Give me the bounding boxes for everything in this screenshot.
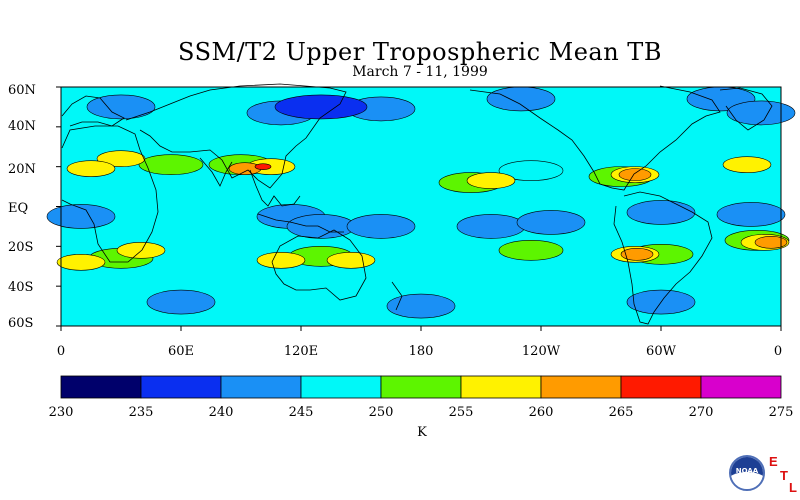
contour-region <box>256 251 306 269</box>
lat-label-60s: 60S <box>8 316 34 331</box>
contour-region <box>754 236 788 249</box>
contour-region <box>386 293 456 319</box>
colorbar-swatch <box>220 375 302 399</box>
contour-region <box>486 86 556 112</box>
colorbar-swatch <box>300 375 382 399</box>
contour-region <box>498 160 564 181</box>
contour-region <box>626 200 696 225</box>
contour-region <box>138 154 204 175</box>
colorbar-tick-265: 265 <box>608 405 634 420</box>
noaa-logo-icon: NOAA <box>729 455 765 491</box>
contour-region <box>146 289 216 315</box>
coastline-india <box>199 157 233 187</box>
coastline-europe <box>61 95 125 127</box>
colorbar-swatch <box>60 375 142 399</box>
lon-label-0: 0 <box>56 344 66 359</box>
contour-region <box>456 214 526 239</box>
contour-region <box>96 150 146 167</box>
etl-letter-e: E <box>769 454 778 469</box>
colorbar-tick-235: 235 <box>128 405 154 420</box>
coastline-asia <box>125 83 347 189</box>
axis-ticks <box>56 86 782 331</box>
contour-region <box>286 214 356 239</box>
noaa-etl-logo: NOAA E T L <box>728 452 798 498</box>
etl-letter-l: L <box>789 480 797 495</box>
contour-region <box>66 160 116 177</box>
coastline-new-zealand <box>391 281 403 311</box>
contour-region <box>466 172 516 189</box>
lat-label-40s: 40S <box>8 280 34 295</box>
contour-region <box>716 202 786 227</box>
coastline-africa <box>61 125 159 263</box>
contour-region <box>722 156 772 173</box>
contour-region <box>726 100 796 126</box>
contour-region <box>498 240 564 261</box>
colorbar <box>60 375 782 399</box>
contour-region <box>516 210 586 235</box>
lat-label-20s: 20S <box>8 240 34 255</box>
contour-region <box>116 242 166 259</box>
contour-region <box>46 204 116 229</box>
colorbar-units: K <box>417 425 427 440</box>
noaa-logo-text: NOAA <box>735 467 759 475</box>
contour-region <box>618 168 652 181</box>
lon-label-180: 180 <box>408 344 434 359</box>
temperature-field <box>46 86 796 326</box>
colorbar-swatch <box>380 375 462 399</box>
coastline-southeast-asia <box>249 169 301 207</box>
lon-label-120e: 120E <box>283 344 319 359</box>
lon-label-0-end: 0 <box>773 344 783 359</box>
colorbar-tick-270: 270 <box>688 405 714 420</box>
lon-label-60e: 60E <box>167 344 195 359</box>
coastline-greenland <box>719 87 773 131</box>
colorbar-swatch <box>140 375 222 399</box>
colorbar-swatch <box>620 375 702 399</box>
lat-label-20n: 20N <box>8 162 36 177</box>
coastline-south-america <box>613 191 713 325</box>
lat-label-40n: 40N <box>8 119 36 134</box>
chart-title: SSM/T2 Upper Tropospheric Mean TB <box>178 38 662 66</box>
colorbar-swatch <box>700 375 782 399</box>
contour-region <box>346 214 416 239</box>
colorbar-tick-260: 260 <box>528 405 554 420</box>
contour-region <box>620 248 654 261</box>
colorbar-tick-245: 245 <box>288 405 314 420</box>
lon-label-120w: 120W <box>521 344 561 359</box>
coastline-australia <box>271 229 367 301</box>
etl-letter-t: T <box>780 468 788 483</box>
coastlines <box>61 83 773 325</box>
colorbar-tick-255: 255 <box>448 405 474 420</box>
colorbar-tick-275: 275 <box>768 405 794 420</box>
contour-region <box>254 163 272 170</box>
colorbar-tick-250: 250 <box>368 405 394 420</box>
lon-label-60w: 60W <box>646 344 676 359</box>
lat-label-60n: 60N <box>8 83 36 98</box>
colorbar-swatch <box>540 375 622 399</box>
chart-subtitle: March 7 - 11, 1999 <box>352 64 488 80</box>
lat-label-eq: EQ <box>8 201 29 216</box>
contour-region <box>56 253 106 271</box>
coastline-north-america <box>469 85 721 191</box>
colorbar-tick-240: 240 <box>208 405 234 420</box>
contour-region <box>326 251 376 269</box>
colorbar-swatch <box>460 375 542 399</box>
colorbar-tick-230: 230 <box>48 405 74 420</box>
contour-region <box>274 94 368 120</box>
contour-region <box>86 94 156 120</box>
